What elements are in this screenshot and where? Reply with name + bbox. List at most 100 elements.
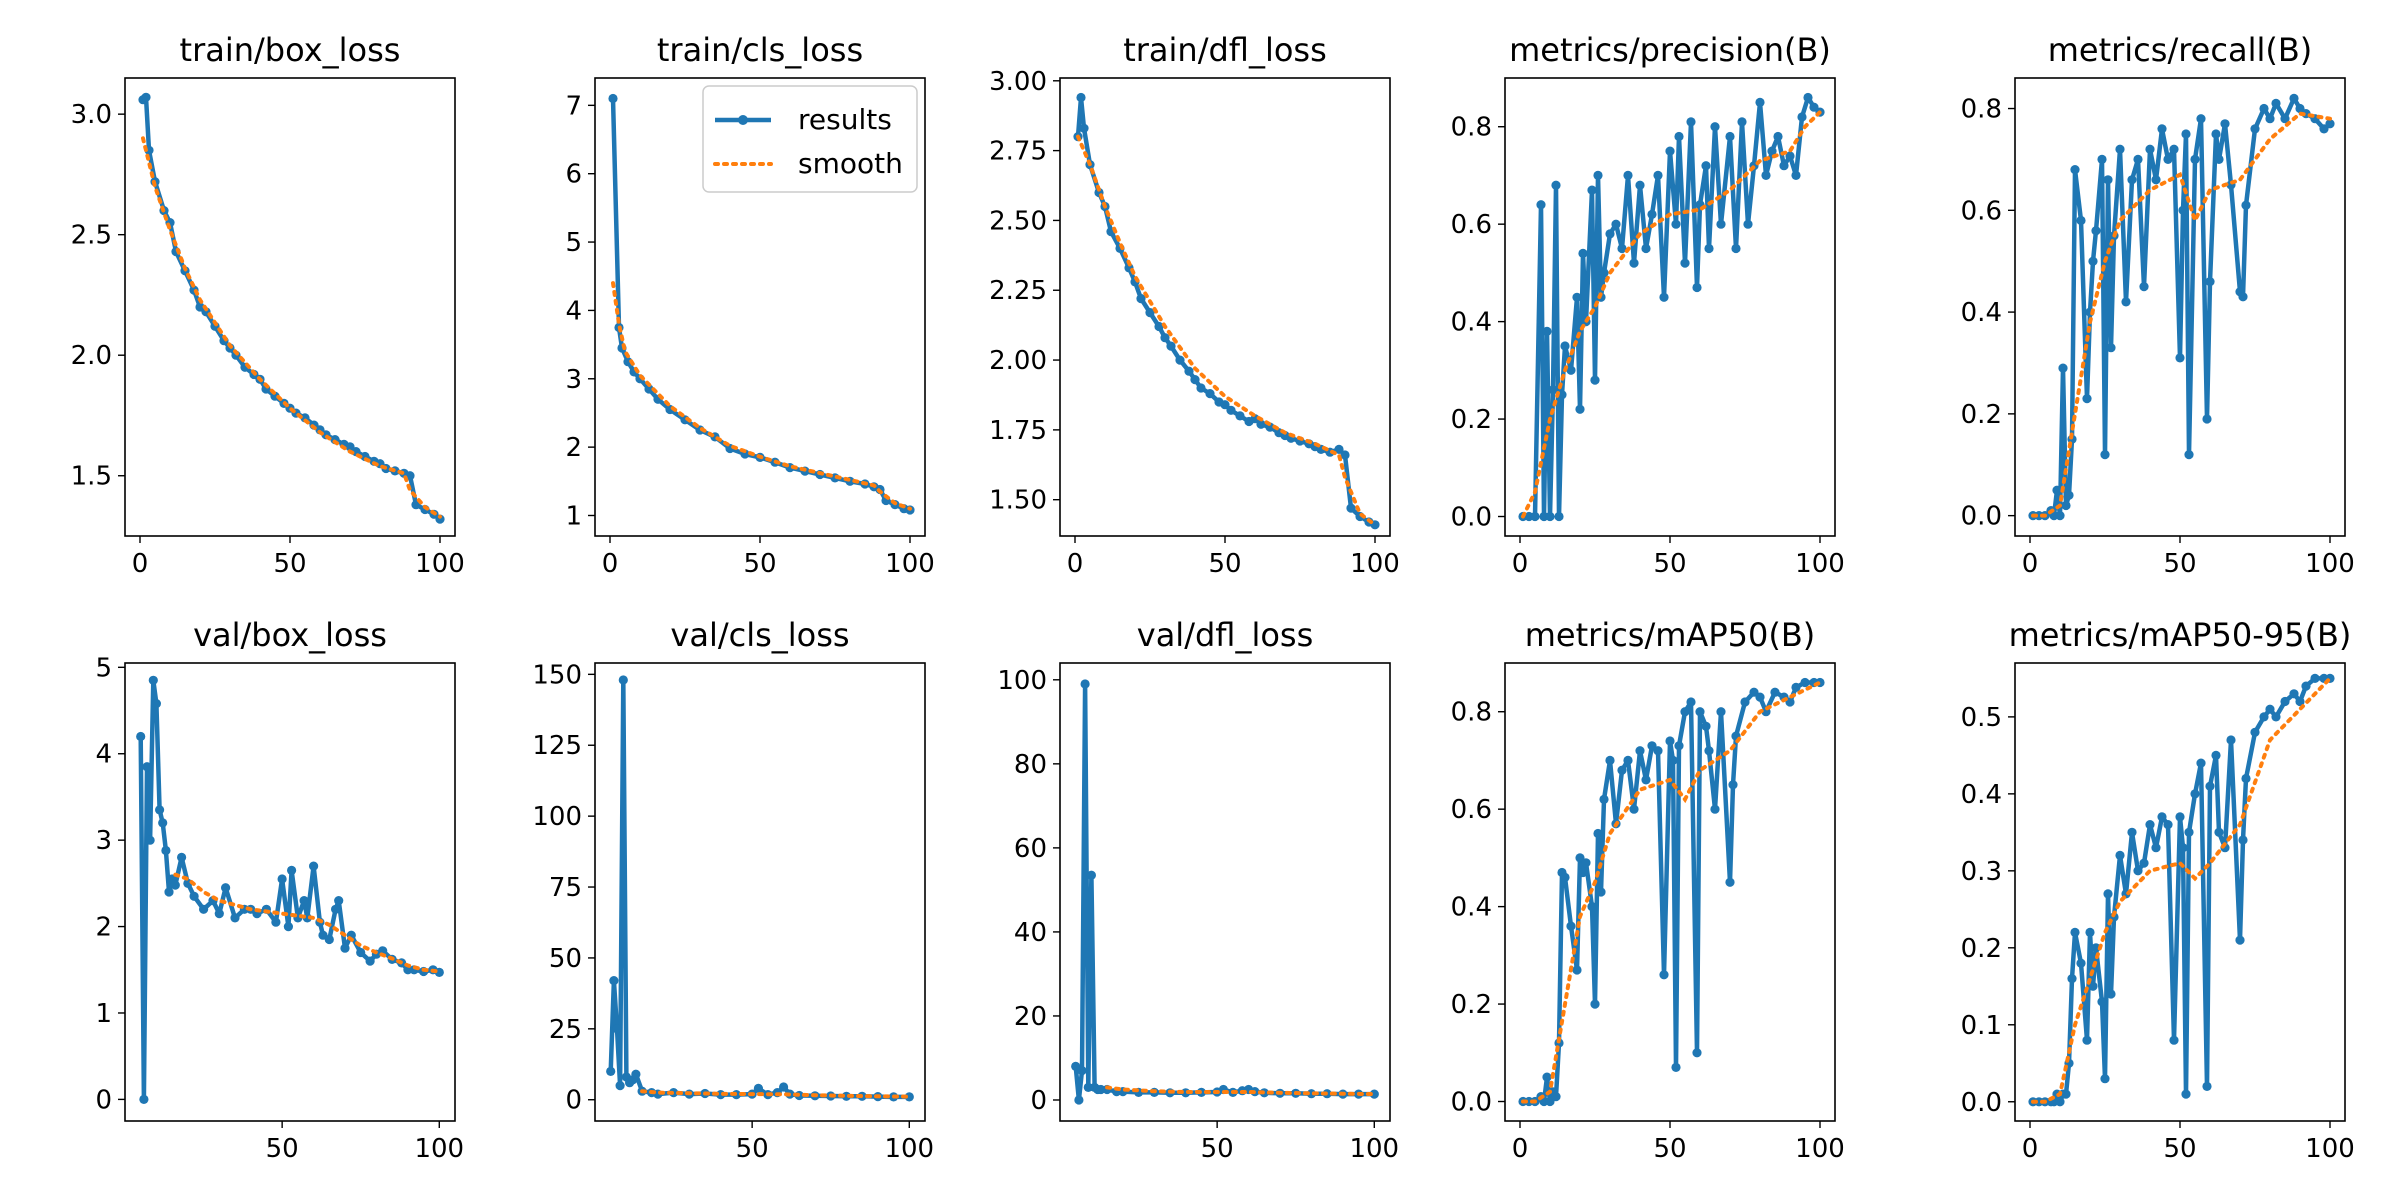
results-point: [1659, 292, 1669, 302]
results-point: [1617, 765, 1627, 775]
results-point: [1767, 146, 1777, 156]
results-point: [1566, 921, 1576, 931]
results-point: [753, 1083, 764, 1093]
results-point: [2196, 758, 2206, 768]
smooth-line: [141, 136, 442, 519]
subplot-title: val/dfl_loss: [1137, 616, 1314, 654]
results-point: [1086, 870, 1096, 880]
subplot-9: metrics/mAP50-95(B) 0 50 100 0.0 0.1 0.2 0.3 0.4…: [1961, 616, 2355, 1164]
x-tick-label: 100: [2305, 1134, 2355, 1164]
subplot-5: val/box_loss 50 100 0 1 2 3 4 5: [95, 616, 464, 1164]
results-point: [1704, 243, 1714, 254]
results-line: [1073, 681, 1375, 1103]
results-point: [1154, 321, 1164, 332]
subplot-title: val/box_loss: [193, 616, 387, 654]
results-point: [2259, 103, 2269, 114]
x-tick-label: 50: [1653, 1134, 1686, 1164]
results-point: [334, 896, 344, 906]
results-point: [2214, 827, 2224, 837]
subplot-4: metrics/recall(B) 0 50 100 0.0 0.2 0.4 0.6 0.8: [1961, 31, 2355, 579]
results-point: [331, 904, 341, 914]
x-tick-label: 0: [602, 549, 619, 579]
subplot-7: val/dfl_loss 50 100 0 20 40 60 80 100: [997, 616, 1399, 1164]
smooth-line: [173, 872, 442, 974]
results-point: [2100, 450, 2110, 460]
results-point: [2169, 144, 2179, 154]
subplot-title: val/cls_loss: [670, 616, 849, 654]
results-point: [1671, 219, 1681, 229]
results-point: [1647, 209, 1657, 219]
subplot-title: metrics/mAP50-95(B): [2009, 616, 2352, 654]
results-point: [1166, 341, 1176, 351]
results-point: [1671, 1062, 1681, 1072]
results-point: [2103, 175, 2113, 185]
results-point: [271, 917, 281, 927]
results-point: [1755, 97, 1765, 107]
results-point: [2085, 927, 2095, 938]
results-point: [2106, 989, 2116, 999]
results-point: [612, 1024, 622, 1034]
results-point: [1692, 1048, 1702, 1058]
results-point: [1340, 450, 1350, 460]
results-point: [1545, 511, 1555, 522]
x-tick-label: 50: [743, 549, 776, 579]
results-point: [2115, 144, 2125, 154]
subplot-2: train/dfl_loss 0 50 100 1.50 1.75 2.00 2.25 2.50…: [989, 31, 1400, 579]
x-tick-label: 0: [1512, 549, 1529, 579]
y-tick-label: 0.8: [1451, 113, 1492, 143]
results-point: [1590, 999, 1600, 1009]
results-point: [1716, 219, 1726, 229]
results-point: [1629, 258, 1639, 268]
results-point: [2178, 205, 2188, 215]
results-point: [609, 976, 619, 986]
results-point: [2220, 119, 2230, 129]
results-point: [2226, 735, 2236, 745]
results-point: [1256, 419, 1266, 429]
results-point: [2061, 500, 2071, 511]
results-point: [1641, 775, 1651, 785]
results-point: [904, 1092, 914, 1102]
results-point: [141, 92, 151, 102]
results-point: [1551, 180, 1561, 190]
smooth-line: [1521, 680, 1822, 1104]
results-point: [1791, 682, 1801, 693]
results-point: [2061, 1089, 2071, 1099]
legend-results-label: results: [798, 103, 892, 136]
subplot-0: train/box_loss 0 50 100 1.5 2.0 2.5 3.0: [71, 31, 465, 579]
results-point: [1686, 117, 1696, 127]
results-point: [608, 93, 618, 104]
results-point: [1635, 180, 1645, 190]
results-point: [2100, 1074, 2110, 1084]
y-tick-label: 2.5: [71, 221, 112, 251]
results-point: [1599, 268, 1609, 278]
y-tick-label: 0.6: [1451, 795, 1492, 825]
results-point: [1346, 503, 1356, 513]
x-tick-label: 0: [132, 549, 149, 579]
results-point: [2067, 974, 2077, 984]
results-point: [2121, 297, 2131, 307]
subplot-title: train/dfl_loss: [1123, 31, 1327, 69]
plot-area: [1073, 92, 1380, 530]
results-point: [1566, 365, 1576, 375]
results-point: [1629, 804, 1639, 814]
y-tick-label: 1: [565, 501, 582, 531]
results-point: [1797, 112, 1807, 122]
results-point: [2280, 696, 2290, 707]
results-point: [2139, 282, 2149, 292]
y-tick-label: 2: [95, 913, 112, 943]
results-point: [2064, 490, 2074, 500]
x-tick-label: 50: [1208, 549, 1241, 579]
results-point: [2205, 277, 2215, 287]
y-tick-label: 0.0: [1451, 1088, 1492, 1118]
x-tick-label: 100: [414, 1134, 464, 1164]
results-point: [2211, 129, 2221, 139]
results-point: [631, 1069, 641, 1079]
results-point: [277, 874, 287, 884]
y-tick-label: 0.6: [1451, 210, 1492, 240]
subplot-title: train/cls_loss: [657, 31, 863, 69]
y-tick-label: 0.0: [1451, 503, 1492, 533]
results-point: [2133, 154, 2143, 164]
results-point: [2190, 789, 2200, 799]
results-point: [1542, 326, 1552, 336]
y-tick-label: 1.5: [71, 462, 112, 492]
